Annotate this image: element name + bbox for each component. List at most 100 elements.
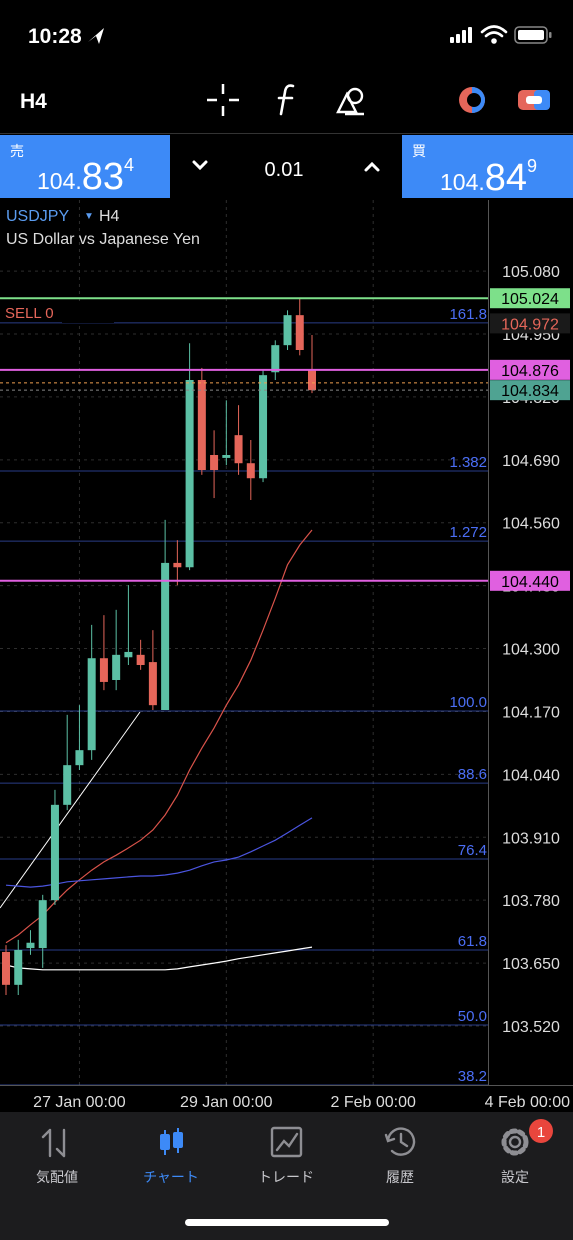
fib-label: 50.0	[458, 1008, 487, 1025]
lot-decrease[interactable]	[192, 160, 208, 171]
price-labels: 105.024 104.972 104.876 104.834 104.440	[490, 288, 570, 591]
price-label: 104.972	[501, 316, 559, 333]
candle-body	[259, 375, 268, 479]
crosshair-button[interactable]	[207, 84, 239, 116]
tab-label[interactable]: 履歴	[386, 1169, 414, 1185]
candle-body	[99, 658, 108, 682]
trend-line	[0, 711, 141, 909]
trade-icon	[270, 1126, 303, 1158]
symbol[interactable]: USDJPY	[6, 208, 69, 225]
candle-body	[161, 562, 170, 710]
candle-body	[112, 654, 121, 680]
price-pip: 9	[527, 156, 537, 176]
price-label: 105.024	[501, 291, 559, 308]
candle-body	[63, 765, 72, 805]
settings-icon	[501, 1128, 529, 1156]
candle-body	[271, 345, 280, 373]
price-axis: 105.080104.950104.820104.690104.560104.4…	[502, 264, 560, 1036]
y-tick-label: 104.040	[502, 767, 560, 784]
candle-body	[173, 562, 182, 568]
x-tick-label: 29 Jan 00:00	[180, 1094, 273, 1111]
fib-label: 1.272	[449, 524, 487, 541]
lot-size[interactable]: 0.01	[265, 159, 304, 181]
candle-body	[185, 380, 194, 568]
trade-button[interactable]	[518, 90, 550, 110]
tab-bar	[0, 1112, 573, 1240]
one-click-button[interactable]	[459, 87, 485, 113]
x-tick-label: 2 Feb 00:00	[330, 1094, 416, 1111]
price-pip: 4	[124, 155, 134, 175]
candle-body	[50, 804, 59, 901]
lot-increase[interactable]	[364, 161, 380, 172]
y-tick-label: 103.780	[502, 893, 560, 910]
price-label-box	[490, 313, 570, 334]
tab-labels: 気配値 チャート トレード 履歴 設定	[36, 1169, 529, 1185]
symbol-description: US Dollar vs Japanese Yen	[6, 231, 200, 248]
candle-body	[308, 370, 316, 391]
buy-button[interactable]	[402, 135, 573, 198]
tab-label[interactable]: トレード	[258, 1169, 314, 1185]
trade-icon-line	[275, 1132, 299, 1152]
candle-body	[136, 654, 145, 665]
candle-body	[14, 950, 23, 985]
candle-body	[234, 435, 243, 464]
tab-label[interactable]: 設定	[501, 1169, 529, 1185]
price-label-box	[490, 359, 570, 380]
grid	[0, 200, 488, 1085]
candle-body	[38, 900, 47, 949]
tab-label[interactable]: チャート	[143, 1169, 199, 1185]
price-label: 104.440	[501, 574, 559, 591]
y-tick-label: 103.910	[502, 830, 560, 847]
history-icon	[384, 1127, 416, 1156]
candles	[2, 298, 316, 995]
price-prefix: 104.	[37, 168, 82, 194]
sell-label: 売	[10, 143, 24, 159]
location-icon	[88, 28, 104, 44]
y-tick-label: 104.560	[502, 516, 560, 533]
price-prefix: 104.	[440, 169, 485, 195]
candle-body	[26, 942, 35, 949]
price-label-box	[490, 288, 570, 309]
wifi-icon	[480, 25, 508, 44]
fib-label: 161.8	[449, 306, 487, 323]
quotes-icon	[41, 1128, 66, 1158]
candle-body	[246, 463, 255, 479]
price-label: 104.834	[501, 383, 559, 400]
sell-price: 104.834	[37, 155, 134, 198]
chart-timeframe: H4	[99, 208, 120, 225]
badge-count: 1	[537, 1124, 545, 1141]
candle-body	[197, 380, 206, 470]
candle-body	[87, 658, 96, 751]
home-indicator	[185, 1219, 389, 1226]
price-lines	[0, 297, 488, 582]
y-tick-label: 104.690	[502, 453, 560, 470]
y-tick-label: 103.520	[502, 1019, 560, 1036]
y-tick-label: 104.170	[502, 704, 560, 721]
symbol-marker: ▼	[84, 211, 94, 222]
price-label: 104.876	[501, 363, 559, 380]
price-main: 83	[82, 156, 124, 198]
y-tick-label: 105.080	[502, 264, 560, 281]
candle-body	[295, 315, 304, 350]
candle-body	[2, 951, 10, 985]
moving-average	[5, 946, 313, 971]
fibonacci: 161.8 1.382 1.272 100.0 88.6 76.4 61.8 50.0 38.2	[0, 306, 488, 1086]
fib-label: 76.4	[458, 842, 487, 859]
indicator-button[interactable]	[277, 84, 295, 116]
chart-tab-icon	[160, 1128, 183, 1155]
fib-label: 88.6	[458, 766, 487, 783]
fib-label: 1.382	[449, 454, 487, 471]
order-mask	[62, 303, 114, 323]
sell-button[interactable]	[0, 135, 170, 198]
y-tick-label: 104.300	[502, 642, 560, 659]
timeframe-button[interactable]: H4	[20, 90, 47, 113]
tab-label[interactable]: 気配値	[36, 1169, 78, 1185]
status-time: 10:28	[28, 25, 82, 48]
time-axis: 27 Jan 00:00 29 Jan 00:00 2 Feb 00:00 4 Feb…	[33, 1094, 570, 1111]
objects-button[interactable]	[336, 87, 364, 116]
fib-label: 61.8	[458, 933, 487, 950]
order-label: SELL 0	[5, 305, 54, 322]
